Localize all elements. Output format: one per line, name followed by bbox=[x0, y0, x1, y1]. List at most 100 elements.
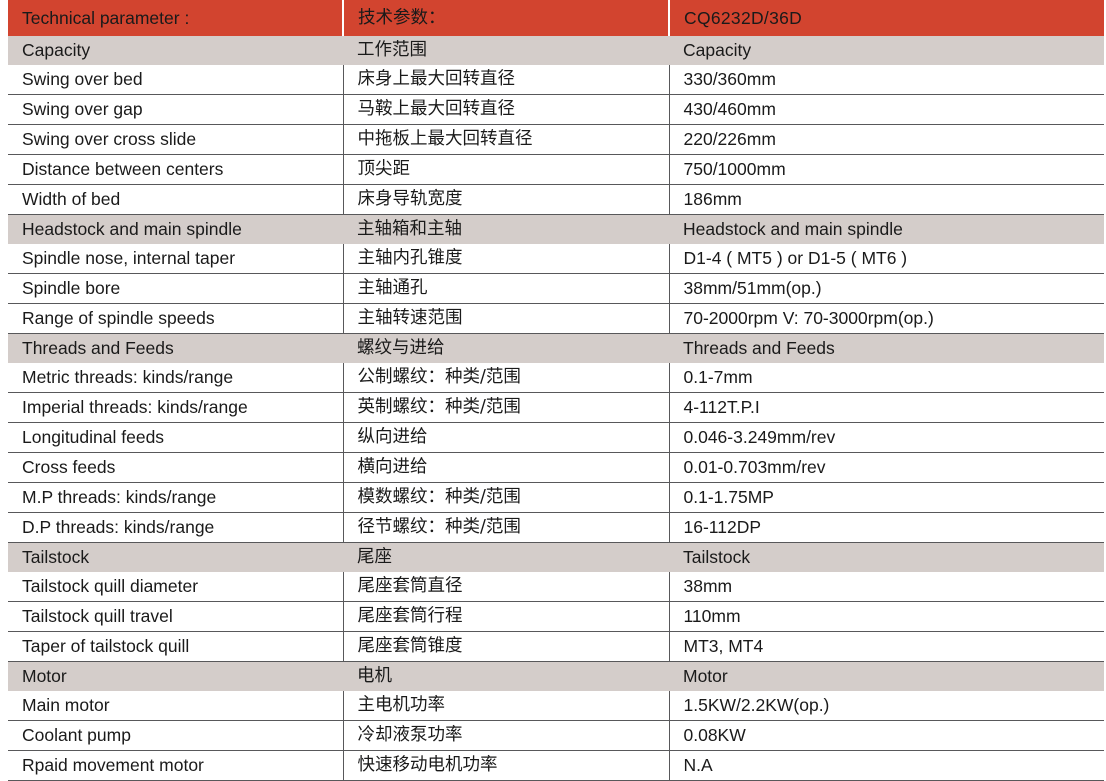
row-label-en: Longitudinal feeds bbox=[8, 422, 344, 453]
section-label-en: Threads and Feeds bbox=[8, 333, 343, 363]
row-value: 0.1-1.75MP bbox=[669, 482, 1104, 513]
section-label-val: Capacity bbox=[669, 36, 1104, 65]
table-row: Width of bed 床身导轨宽度 186mm bbox=[8, 184, 1104, 215]
table-row: Taper of tailstock quill 尾座套筒锥度 MT3, MT4 bbox=[8, 631, 1104, 662]
row-label-en: Range of spindle speeds bbox=[8, 303, 344, 334]
row-value: 4-112T.P.I bbox=[669, 392, 1104, 423]
section-header-row: Capacity 工作范围 Capacity bbox=[8, 36, 1104, 65]
row-label-cn: 纵向进给 bbox=[343, 422, 670, 453]
table-row: M.P threads: kinds/range 模数螺纹：种类/范围 0.1-1.… bbox=[8, 482, 1104, 513]
row-label-en: Tailstock quill diameter bbox=[8, 572, 344, 602]
row-value: 0.01-0.703mm/rev bbox=[669, 452, 1104, 483]
row-value: 0.08KW bbox=[669, 720, 1104, 751]
table-row: Metric threads: kinds/range 公制螺纹：种类/范围 0.1… bbox=[8, 363, 1104, 393]
row-value: 1.5KW/2.2KW(op.) bbox=[669, 691, 1104, 721]
row-label-cn: 英制螺纹：种类/范围 bbox=[343, 392, 670, 423]
table-row: Range of spindle speeds 主轴转速范围 70-2000rpm … bbox=[8, 303, 1104, 334]
row-label-cn: 径节螺纹：种类/范围 bbox=[343, 512, 670, 543]
table-row: Swing over cross slide 中拖板上最大回转直径 220/226m… bbox=[8, 124, 1104, 155]
table-row: Distance between centers 顶尖距 750/1000mm bbox=[8, 154, 1104, 185]
row-value: 430/460mm bbox=[669, 94, 1104, 125]
row-label-en: Width of bed bbox=[8, 184, 344, 215]
table-row: Swing over bed 床身上最大回转直径 330/360mm bbox=[8, 65, 1104, 95]
table-row: Rpaid movement motor 快速移动电机功率 N.A bbox=[8, 750, 1104, 781]
table-row: D.P threads: kinds/range 径节螺纹：种类/范围 16-112… bbox=[8, 512, 1104, 543]
row-label-en: Spindle nose, internal taper bbox=[8, 244, 344, 274]
row-label-cn: 冷却液泵功率 bbox=[343, 720, 670, 751]
row-label-cn: 尾座套筒直径 bbox=[343, 572, 670, 602]
row-label-en: Metric threads: kinds/range bbox=[8, 363, 344, 393]
row-label-cn: 横向进给 bbox=[343, 452, 670, 483]
row-label-cn: 床身导轨宽度 bbox=[343, 184, 670, 215]
row-label-cn: 主轴内孔锥度 bbox=[343, 244, 670, 274]
section-label-val: Tailstock bbox=[669, 542, 1104, 572]
row-label-cn: 公制螺纹：种类/范围 bbox=[343, 363, 670, 393]
table-row: Tailstock quill travel 尾座套筒行程 110mm bbox=[8, 601, 1104, 632]
table-row: Swing over gap 马鞍上最大回转直径 430/460mm bbox=[8, 94, 1104, 125]
section-label-cn: 电机 bbox=[343, 661, 669, 691]
row-label-en: Swing over cross slide bbox=[8, 124, 344, 155]
row-value: 330/360mm bbox=[669, 65, 1104, 95]
row-label-en: Tailstock quill travel bbox=[8, 601, 344, 632]
section-label-cn: 尾座 bbox=[343, 542, 669, 572]
row-value: D1-4 ( MT5 ) or D1-5 ( MT6 ) bbox=[669, 244, 1104, 274]
technical-parameter-table: Technical parameter : 技术参数： CQ6232D/36D … bbox=[8, 0, 1104, 781]
section-label-cn: 螺纹与进给 bbox=[343, 333, 669, 363]
section-label-en: Headstock and main spindle bbox=[8, 214, 343, 244]
header-chinese-label: 技术参数： bbox=[343, 0, 670, 36]
table-row: Longitudinal feeds 纵向进给 0.046-3.249mm/rev bbox=[8, 422, 1104, 453]
section-label-val: Headstock and main spindle bbox=[669, 214, 1104, 244]
row-label-cn: 尾座套筒行程 bbox=[343, 601, 670, 632]
row-value: 16-112DP bbox=[669, 512, 1104, 543]
table-row: Coolant pump 冷却液泵功率 0.08KW bbox=[8, 720, 1104, 751]
row-label-en: Spindle bore bbox=[8, 273, 344, 304]
row-label-en: Distance between centers bbox=[8, 154, 344, 185]
row-value: 38mm bbox=[669, 572, 1104, 602]
row-label-cn: 顶尖距 bbox=[343, 154, 670, 185]
row-label-en: Main motor bbox=[8, 691, 344, 721]
table-row: Main motor 主电机功率 1.5KW/2.2KW(op.) bbox=[8, 691, 1104, 721]
row-value: 38mm/51mm(op.) bbox=[669, 273, 1104, 304]
row-label-cn: 马鞍上最大回转直径 bbox=[343, 94, 670, 125]
section-label-val: Threads and Feeds bbox=[669, 333, 1104, 363]
row-label-en: Rpaid movement motor bbox=[8, 750, 344, 781]
table-header-row: Technical parameter : 技术参数： CQ6232D/36D bbox=[8, 0, 1104, 36]
header-english-label: Technical parameter : bbox=[8, 0, 344, 36]
row-label-cn: 模数螺纹：种类/范围 bbox=[343, 482, 670, 513]
table-row: Spindle nose, internal taper 主轴内孔锥度 D1-4 (… bbox=[8, 244, 1104, 274]
section-label-val: Motor bbox=[669, 661, 1104, 691]
row-label-en: Imperial threads: kinds/range bbox=[8, 392, 344, 423]
header-model-label: CQ6232D/36D bbox=[669, 0, 1104, 36]
table-row: Imperial threads: kinds/range 英制螺纹：种类/范围 4… bbox=[8, 392, 1104, 423]
table-row: Spindle bore 主轴通孔 38mm/51mm(op.) bbox=[8, 273, 1104, 304]
row-value: 70-2000rpm V: 70-3000rpm(op.) bbox=[669, 303, 1104, 334]
section-header-row: Threads and Feeds 螺纹与进给 Threads and Feeds bbox=[8, 333, 1104, 363]
row-label-en: M.P threads: kinds/range bbox=[8, 482, 344, 513]
row-value: MT3, MT4 bbox=[669, 631, 1104, 662]
table-row: Cross feeds 横向进给 0.01-0.703mm/rev bbox=[8, 452, 1104, 483]
row-label-en: Taper of tailstock quill bbox=[8, 631, 344, 662]
row-label-cn: 床身上最大回转直径 bbox=[343, 65, 670, 95]
section-label-en: Capacity bbox=[8, 36, 343, 65]
row-value: 220/226mm bbox=[669, 124, 1104, 155]
row-label-cn: 主电机功率 bbox=[343, 691, 670, 721]
row-label-cn: 中拖板上最大回转直径 bbox=[343, 124, 670, 155]
row-value: 0.046-3.249mm/rev bbox=[669, 422, 1104, 453]
row-value: N.A bbox=[669, 750, 1104, 781]
section-label-en: Tailstock bbox=[8, 542, 343, 572]
section-label-cn: 工作范围 bbox=[343, 36, 669, 65]
row-value: 750/1000mm bbox=[669, 154, 1104, 185]
section-header-row: Headstock and main spindle 主轴箱和主轴 Headstoc… bbox=[8, 214, 1104, 244]
section-label-cn: 主轴箱和主轴 bbox=[343, 214, 669, 244]
row-label-cn: 快速移动电机功率 bbox=[343, 750, 670, 781]
row-label-en: D.P threads: kinds/range bbox=[8, 512, 344, 543]
table-body: Technical parameter : 技术参数： CQ6232D/36D … bbox=[8, 0, 1104, 781]
row-label-cn: 主轴通孔 bbox=[343, 273, 670, 304]
section-label-en: Motor bbox=[8, 661, 343, 691]
row-label-en: Swing over bed bbox=[8, 65, 344, 95]
row-label-cn: 主轴转速范围 bbox=[343, 303, 670, 334]
row-value: 110mm bbox=[669, 601, 1104, 632]
section-header-row: Motor 电机 Motor bbox=[8, 661, 1104, 691]
row-label-en: Coolant pump bbox=[8, 720, 344, 751]
row-label-en: Cross feeds bbox=[8, 452, 344, 483]
